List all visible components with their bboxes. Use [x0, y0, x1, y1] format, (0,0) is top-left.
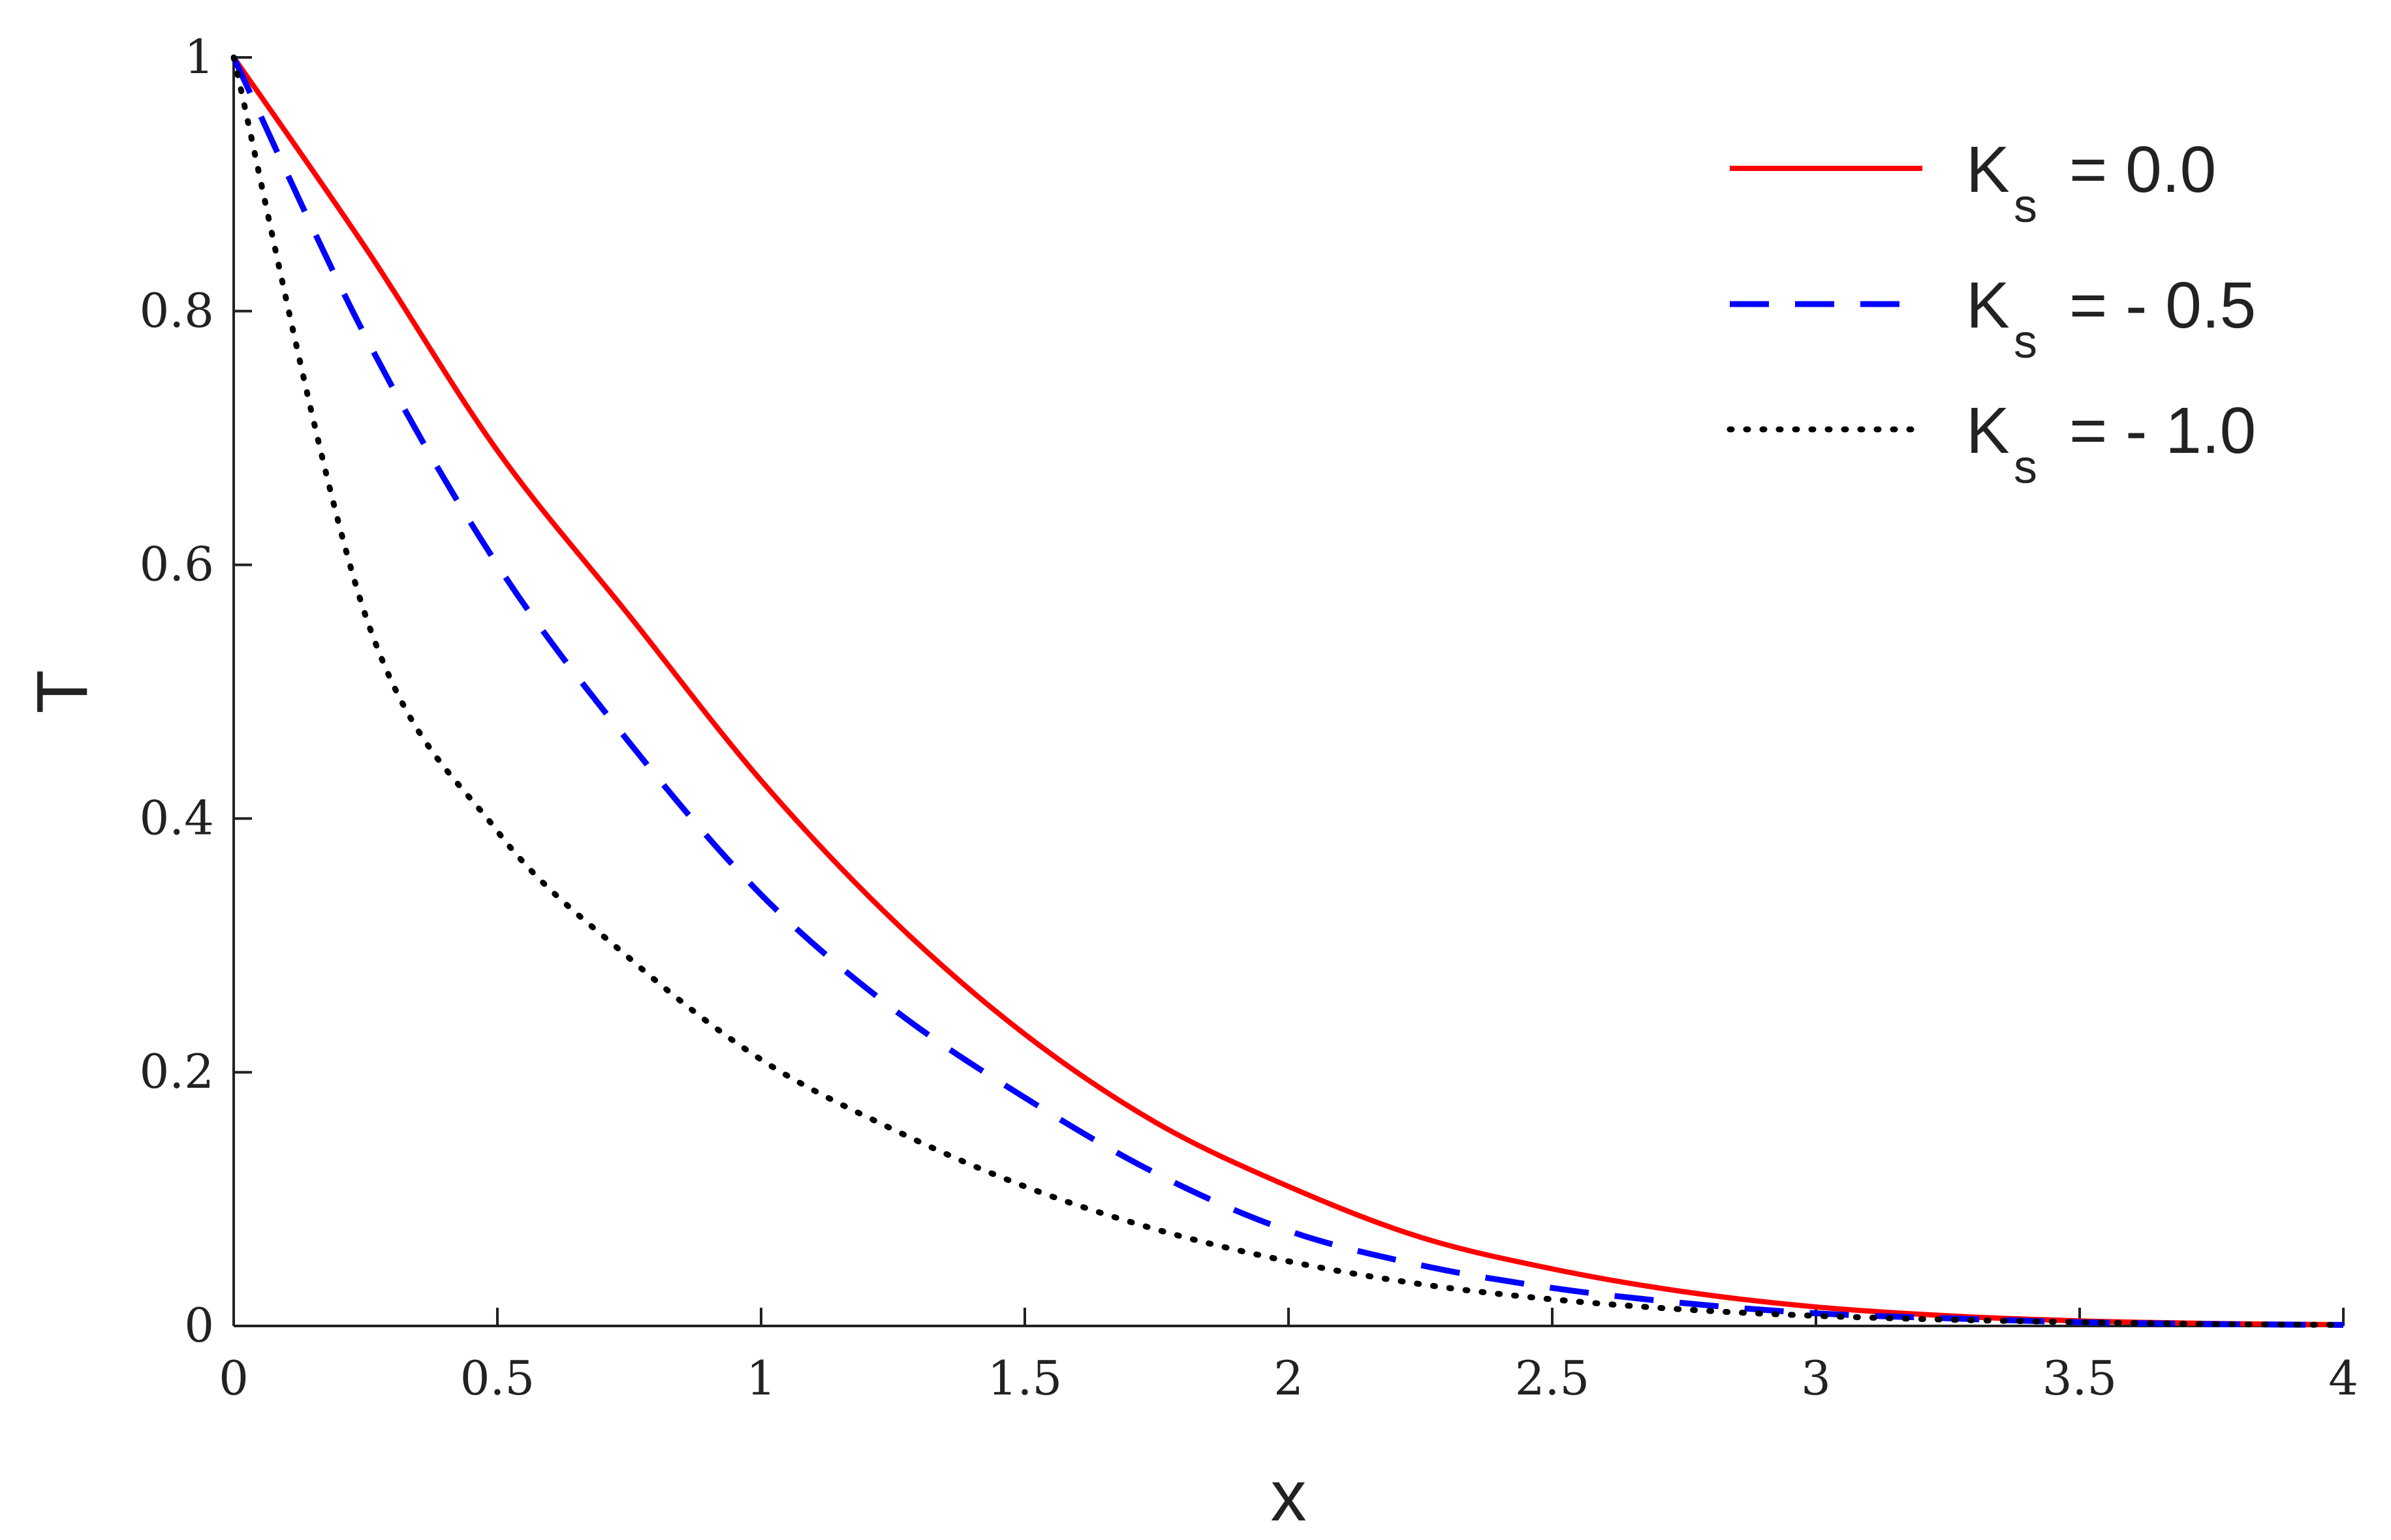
plot-lines [230, 54, 2347, 1328]
legend-label-value: = 0.0 [2069, 133, 2216, 206]
series-line-3 [230, 54, 2347, 1328]
y-tick-label: 0.4 [139, 790, 214, 845]
x-axis: 0 0.5 1 1.5 2 2.5 3 3.5 4 [219, 1308, 2358, 1406]
legend-label-main: K [1966, 394, 2010, 467]
legend-label-sub: s [2014, 180, 2037, 232]
series-line-1 [231, 55, 2344, 1328]
x-tick-label: 2 [1274, 1351, 1304, 1406]
x-tick-label: 4 [2328, 1351, 2358, 1406]
y-tick-label: 0 [184, 1298, 214, 1353]
x-tick-label: 2.5 [1515, 1351, 1590, 1406]
legend-label-value: = - 0.5 [2069, 269, 2256, 342]
x-tick-label: 1 [746, 1351, 776, 1406]
series-line-2 [230, 56, 2344, 1328]
y-tick-label: 0.8 [139, 283, 214, 338]
legend-label-sub: s [2014, 316, 2037, 368]
x-tick-label: 0 [219, 1351, 249, 1406]
y-tick-label: 1 [184, 29, 214, 84]
x-tick-label: 3 [1801, 1351, 1831, 1406]
x-tick-label: 0.5 [460, 1351, 535, 1406]
y-tick-label: 0.6 [139, 537, 214, 592]
y-axis: 0 0.2 0.4 0.6 0.8 1 [139, 29, 252, 1353]
legend-label-value: = - 1.0 [2069, 394, 2256, 467]
x-tick-label: 3.5 [2042, 1351, 2118, 1406]
legend-label-sub: s [2014, 441, 2037, 493]
x-axis-title: x [1271, 1456, 1307, 1536]
legend-label-main: K [1966, 269, 2010, 342]
legend-label-main: K [1966, 133, 2010, 206]
x-tick-label: 1.5 [988, 1351, 1063, 1406]
y-axis-title: T [22, 670, 102, 713]
y-tick-label: 0.2 [139, 1044, 214, 1099]
